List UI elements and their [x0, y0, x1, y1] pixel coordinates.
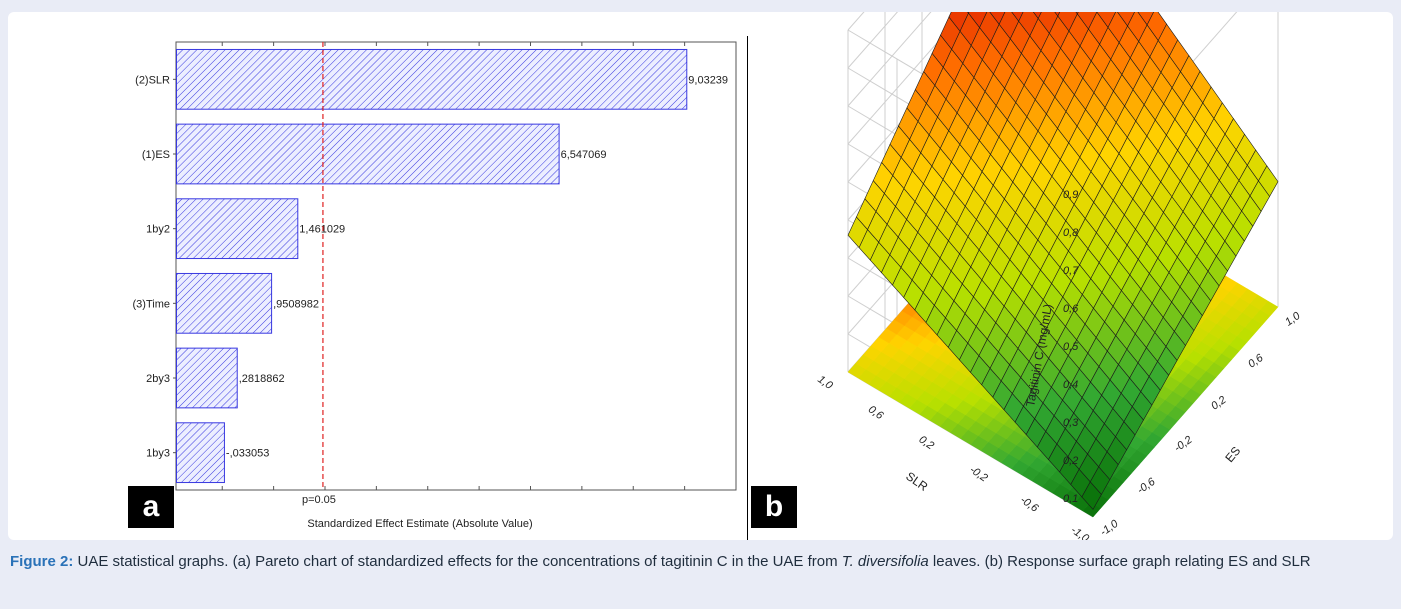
pareto-bar: [176, 123, 560, 185]
surface-grid-line: [847, 12, 932, 107]
pareto-category-label: (1)ES: [142, 149, 170, 161]
surface-mesh-cell: [1081, 481, 1102, 510]
pareto-bar: [176, 272, 273, 334]
panel-divider: [747, 36, 748, 540]
pareto-bar: [176, 422, 225, 484]
figure-panel: (2)SLR 9,03239 (1)ES 6,547069 1by2 1,461029 (3…: [8, 12, 1393, 540]
surface-z-tick-label: 0,6: [1063, 303, 1079, 315]
pareto-category-label: 1by3: [146, 448, 170, 460]
panel-b-badge: b: [751, 486, 797, 528]
surface-es-tick-label: 0,2: [1209, 394, 1228, 413]
surface-z-tick-label: 0,8: [1063, 227, 1079, 239]
pareto-value-label: ,9508982: [273, 298, 319, 310]
pareto-bar: [176, 48, 688, 110]
surface-z-tick-label: 0,3: [1063, 417, 1079, 429]
pareto-value-label: -,033053: [226, 448, 269, 460]
surface-mesh-cell: [1011, 12, 1024, 22]
surface-es-tick-label: -1,0: [1098, 517, 1121, 538]
pareto-category-label: (2)SLR: [135, 74, 170, 86]
panel-a-badge: a: [128, 486, 174, 528]
surface-z-tick-label: 0,1: [1063, 493, 1078, 505]
surface-slr-tick-label: 1,0: [815, 373, 835, 392]
surface-slr-tick-label: 0,6: [866, 404, 886, 423]
surface-slr-tick-label: -1,0: [1068, 524, 1091, 540]
surface-es-tick-label: -0,6: [1135, 475, 1158, 496]
pareto-bar: [176, 198, 299, 260]
caption-text-2: leaves. (b) Response surface graph relat…: [928, 553, 1311, 570]
surface-z-tick-label: 0,9: [1063, 189, 1078, 201]
surface-z-tick-label: 0,5: [1063, 341, 1079, 353]
surface-z-tick-label: 0,7: [1063, 265, 1079, 277]
surface-es-tick-label: 1,0: [1283, 309, 1303, 328]
surface-z-tick-label: 0,4: [1063, 379, 1078, 391]
surface-grid-line: [847, 12, 898, 69]
surface-slr-tick-label: 0,2: [917, 434, 936, 453]
pareto-plot-area: [175, 41, 737, 491]
pareto-value-label: ,2818862: [239, 373, 285, 385]
pareto-value-label: 6,547069: [561, 149, 607, 161]
pareto-chart: (2)SLR 9,03239 (1)ES 6,547069 1by2 1,461029 (3…: [133, 41, 737, 530]
pareto-category-label: 2by3: [146, 373, 170, 385]
figure-label: Figure 2:: [10, 553, 74, 570]
surface-z-tick-label: 0,2: [1063, 455, 1078, 467]
pareto-value-label: 1,461029: [299, 224, 345, 236]
figure-caption: Figure 2: UAE statistical graphs. (a) Pa…: [10, 551, 1390, 572]
pareto-value-label: 9,03239: [688, 74, 728, 86]
surface-mesh-cell: [1054, 12, 1061, 17]
surface-es-axis-label: ES: [1222, 444, 1243, 465]
pareto-x-axis-label: Standardized Effect Estimate (Absolute V…: [307, 518, 532, 530]
p-value-label: p=0.05: [302, 494, 336, 506]
surface-slr-tick-label: -0,6: [1018, 494, 1041, 515]
caption-species: T. diversifolia: [841, 553, 929, 570]
surface-mesh-cell: [1032, 12, 1042, 20]
pareto-category-label: (3)Time: [133, 298, 170, 310]
surface-es-tick-label: -0,2: [1172, 434, 1194, 455]
surface-slr-tick-label: -0,2: [967, 464, 989, 485]
caption-text-1: UAE statistical graphs. (a) Pareto chart…: [73, 553, 842, 570]
surface-slr-axis-label: SLR: [903, 469, 930, 494]
pareto-category-label: 1by2: [146, 224, 170, 236]
surface-es-tick-label: 0,6: [1246, 351, 1266, 370]
pareto-bar: [176, 347, 238, 409]
